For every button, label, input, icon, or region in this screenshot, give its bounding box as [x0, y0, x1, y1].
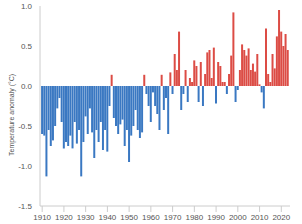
svg-text:1910: 1910 — [33, 213, 51, 222]
svg-text:2010: 2010 — [251, 213, 269, 222]
svg-text:1920: 1920 — [55, 213, 73, 222]
svg-text:1980: 1980 — [185, 213, 203, 222]
svg-text:-1.0: -1.0 — [18, 162, 32, 171]
svg-text:-0.5: -0.5 — [18, 122, 32, 131]
svg-text:2000: 2000 — [229, 213, 247, 222]
svg-text:0.5: 0.5 — [21, 42, 33, 51]
svg-text:1970: 1970 — [164, 213, 182, 222]
svg-text:0.0: 0.0 — [21, 82, 33, 91]
svg-text:1950: 1950 — [120, 213, 138, 222]
svg-text:1.0: 1.0 — [21, 2, 33, 11]
svg-text:1990: 1990 — [207, 213, 225, 222]
svg-text:Temperature anomaly (°C): Temperature anomaly (°C) — [8, 74, 16, 156]
svg-text:1960: 1960 — [142, 213, 160, 222]
svg-text:1930: 1930 — [77, 213, 95, 222]
svg-text:1940: 1940 — [98, 213, 116, 222]
svg-text:-1.5: -1.5 — [18, 202, 32, 211]
svg-text:2020: 2020 — [272, 213, 290, 222]
